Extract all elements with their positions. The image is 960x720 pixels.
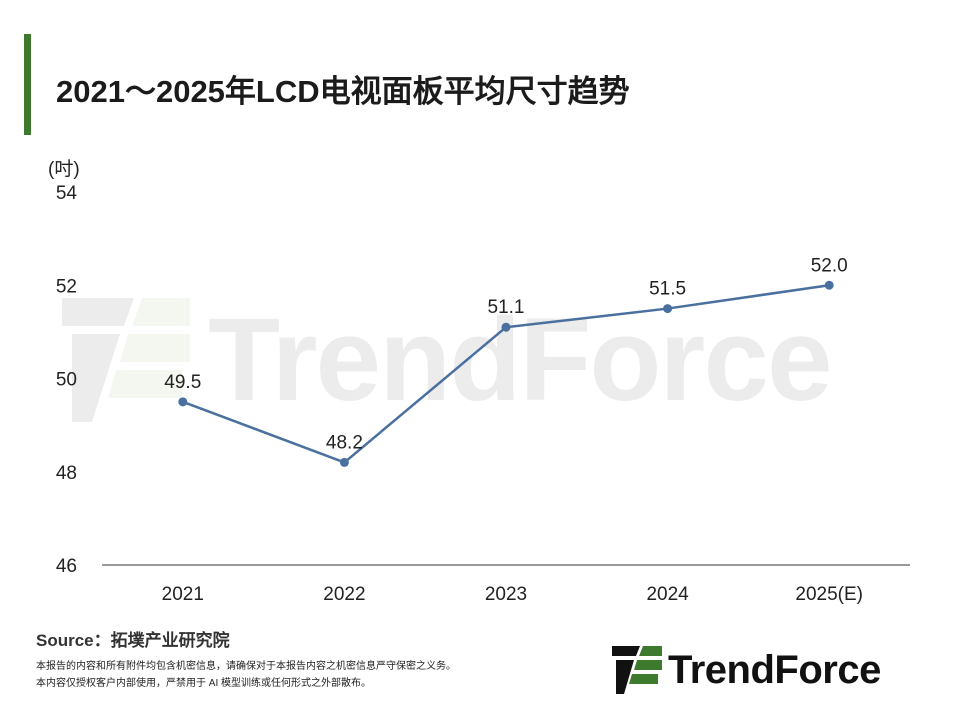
page-title: 2021～2025年LCD电视面板平均尺寸趋势: [56, 74, 630, 109]
y-tick-label: 52: [56, 276, 77, 297]
x-tick-label: 2021: [162, 584, 204, 605]
line-chart: 46 48 50 52 54 2021 2022 2023 2024 2025(E) 49.5 4…: [56, 183, 910, 605]
data-label: 51.1: [488, 297, 525, 318]
disclaimer-line-2: 本内容仅授权客户内部使用，严禁用于 AI 模型训练或任何形式之外部散布。: [36, 678, 372, 689]
x-tick-label: 2024: [646, 584, 689, 605]
data-point: [339, 457, 349, 467]
title-accent-bar: [24, 34, 31, 135]
data-label: 51.5: [649, 279, 686, 300]
y-tick-label: 50: [56, 370, 77, 391]
trendforce-logo-icon: [612, 646, 662, 694]
trendforce-logo: TrendForce: [612, 646, 881, 694]
data-label: 48.2: [326, 432, 363, 453]
x-tick-label: 2025(E): [795, 584, 863, 605]
logo-text: TrendForce: [668, 647, 881, 692]
data-point: [178, 397, 188, 407]
y-tick-label: 54: [56, 183, 78, 204]
data-point: [663, 304, 673, 314]
y-axis-unit-label: (吋): [48, 159, 80, 180]
data-label: 49.5: [164, 372, 201, 393]
y-tick-label: 48: [56, 463, 77, 484]
y-tick-label: 46: [56, 556, 77, 577]
x-tick-label: 2022: [323, 584, 365, 605]
data-point: [824, 280, 834, 290]
x-tick-label: 2023: [485, 584, 527, 605]
source-note: Source：拓墣产业研究院: [36, 631, 230, 650]
data-label: 52.0: [811, 255, 848, 276]
disclaimer-line-1: 本报告的内容和所有附件均包含机密信息，请确保对于本报告内容之机密信息严守保密之义…: [36, 661, 456, 672]
data-point: [501, 322, 511, 332]
